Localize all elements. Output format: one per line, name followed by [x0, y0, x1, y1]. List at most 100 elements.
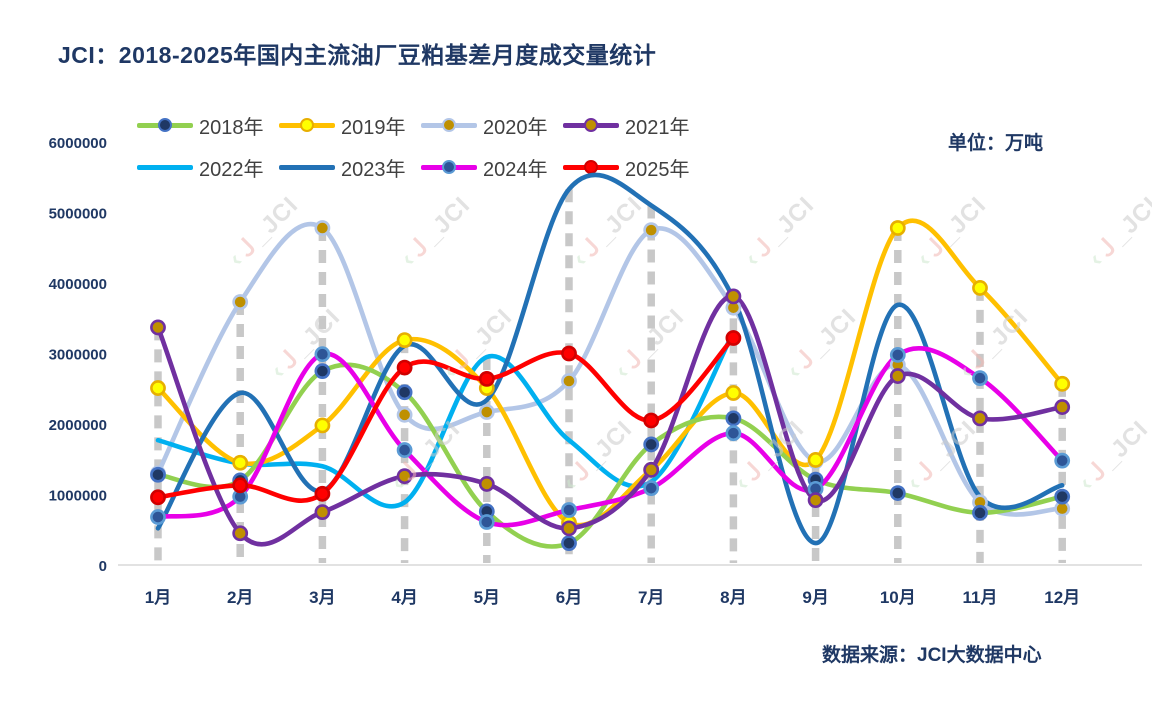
legend-label: 2024年 — [483, 158, 548, 181]
legend-swatch — [137, 115, 193, 135]
marker-2018年 — [396, 384, 413, 401]
svg-text:7月: 7月 — [638, 588, 664, 607]
marker-2024年 — [561, 502, 577, 518]
data-source-label: 数据来源：JCI大数据中心 — [822, 645, 1042, 666]
y-axis-labels: 6000000 5000000 4000000 3000000 2000000 10000… — [49, 135, 107, 575]
marker-2024年 — [314, 346, 331, 363]
series-line-2019年 — [155, 218, 1065, 528]
legend-swatch — [421, 115, 477, 135]
svg-text:5月: 5月 — [474, 588, 500, 607]
marker-2021年 — [478, 476, 495, 492]
marker-2021年 — [889, 368, 906, 384]
marker-2020年 — [561, 373, 577, 389]
marker-2020年 — [643, 222, 660, 239]
series-markers — [150, 220, 1071, 552]
legend-item-2018: 2018年 — [137, 111, 279, 140]
marker-2021年 — [725, 288, 742, 305]
marker-2019年 — [1054, 375, 1071, 392]
x-axis-labels: 1月 2月 3月 4月 5月 6月 7月 8月 9月 10月 11月 12月 — [145, 588, 1080, 607]
marker-2024年 — [972, 370, 988, 387]
legend: 2018年 2019年 2020年 2021年 2022年 2023年 2024年 2025年 — [137, 104, 737, 188]
marker-2018年 — [314, 363, 331, 380]
marker-2020年 — [396, 406, 413, 423]
legend-swatch — [279, 157, 335, 177]
svg-text:5000000: 5000000 — [49, 206, 107, 223]
legend-label: 2022年 — [199, 158, 264, 181]
marker-2019年 — [396, 332, 413, 349]
svg-text:12月: 12月 — [1044, 588, 1080, 607]
legend-swatch — [137, 157, 193, 177]
marker-2018年 — [725, 410, 742, 427]
legend-item-2022: 2022年 — [137, 153, 279, 182]
marker-2021年 — [1054, 399, 1071, 415]
svg-text:8月: 8月 — [720, 588, 746, 607]
legend-label: 2020年 — [483, 116, 548, 139]
svg-text:9月: 9月 — [802, 588, 828, 607]
marker-2019年 — [232, 454, 249, 471]
marker-2019年 — [314, 417, 331, 434]
marker-2018年 — [150, 466, 166, 483]
marker-2025年 — [232, 477, 249, 494]
svg-text:3月: 3月 — [309, 588, 335, 607]
svg-text:2000000: 2000000 — [49, 417, 107, 434]
marker-2020年 — [314, 220, 331, 236]
legend-swatch — [421, 157, 477, 177]
marker-2024年 — [150, 509, 166, 525]
marker-2021年 — [150, 319, 166, 336]
svg-text:6000000: 6000000 — [49, 135, 107, 152]
marker-2024年 — [889, 347, 906, 363]
marker-2021年 — [807, 492, 824, 509]
unit-label: 单位：万吨 — [948, 133, 1044, 154]
marker-2018年 — [561, 535, 577, 552]
legend-label: 2021年 — [625, 116, 690, 139]
legend-item-2020: 2020年 — [421, 111, 563, 140]
marker-2025年 — [150, 489, 166, 506]
marker-2021年 — [396, 468, 413, 485]
marker-2024年 — [725, 425, 742, 442]
marker-2024年 — [643, 480, 660, 497]
marker-2019年 — [150, 380, 166, 396]
marker-2021年 — [561, 520, 577, 537]
marker-2025年 — [561, 345, 577, 362]
svg-text:10月: 10月 — [880, 588, 916, 607]
marker-2021年 — [972, 410, 988, 427]
marker-2019年 — [972, 280, 988, 296]
marker-2018年 — [972, 504, 988, 521]
marker-2025年 — [643, 412, 660, 429]
legend-label: 2023年 — [341, 158, 406, 181]
legend-item-2019: 2019年 — [279, 111, 421, 140]
marker-2019年 — [807, 452, 824, 468]
series-line-2020年 — [155, 221, 1065, 517]
svg-text:4000000: 4000000 — [49, 276, 107, 293]
legend-item-2023: 2023年 — [279, 153, 421, 182]
legend-item-2024: 2024年 — [421, 153, 563, 182]
legend-label: 2025年 — [625, 158, 690, 181]
marker-2025年 — [396, 359, 413, 376]
chart-title: JCI：2018-2025年国内主流油厂豆粕基差月度成交量统计 — [58, 42, 657, 68]
svg-text:2月: 2月 — [227, 588, 253, 607]
svg-text:11月: 11月 — [963, 588, 998, 607]
legend-item-2021: 2021年 — [563, 111, 705, 140]
marker-2024年 — [1054, 452, 1071, 469]
marker-2018年 — [889, 485, 906, 501]
marker-2019年 — [725, 385, 742, 401]
legend-swatch — [279, 115, 335, 135]
svg-text:4月: 4月 — [391, 588, 417, 607]
svg-text:1月: 1月 — [145, 588, 171, 607]
legend-swatch — [563, 115, 619, 135]
marker-2018年 — [643, 436, 660, 453]
svg-text:0: 0 — [99, 558, 107, 575]
legend-label: 2019年 — [341, 116, 406, 139]
marker-2020年 — [478, 404, 495, 420]
svg-text:1000000: 1000000 — [49, 488, 107, 505]
marker-2021年 — [643, 461, 660, 478]
svg-text:6月: 6月 — [556, 588, 582, 607]
marker-2020年 — [232, 294, 249, 310]
marker-2019年 — [889, 220, 906, 236]
marker-2018年 — [1054, 488, 1071, 505]
marker-2025年 — [725, 330, 742, 346]
marker-2025年 — [314, 485, 331, 502]
legend-label: 2018年 — [199, 116, 264, 139]
